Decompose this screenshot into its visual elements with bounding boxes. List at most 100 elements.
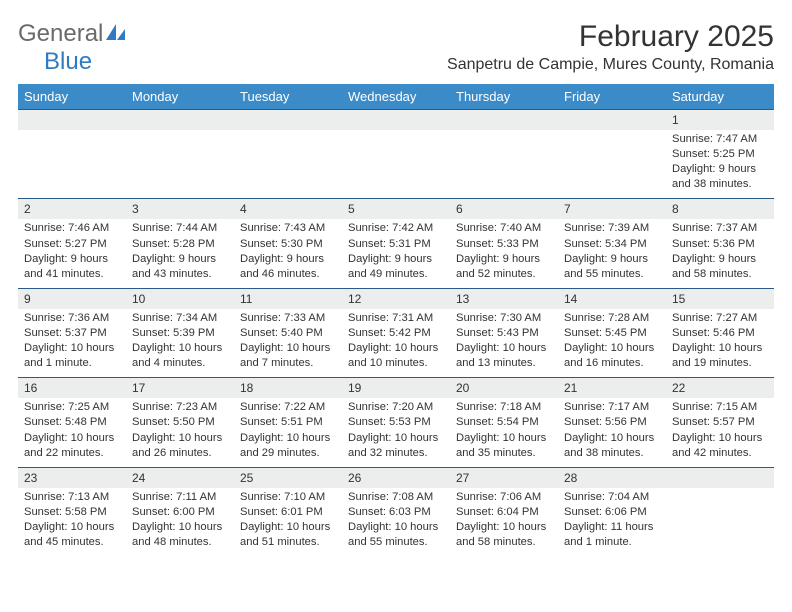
day-number: 27 xyxy=(450,468,558,488)
day-data: Sunrise: 7:22 AMSunset: 5:51 PMDaylight:… xyxy=(234,398,342,466)
sunrise-text: Sunrise: 7:37 AM xyxy=(672,221,768,236)
day-data: Sunrise: 7:39 AMSunset: 5:34 PMDaylight:… xyxy=(558,219,666,287)
daylight-text: Daylight: 10 hours and 35 minutes. xyxy=(456,431,552,461)
day-data: Sunrise: 7:08 AMSunset: 6:03 PMDaylight:… xyxy=(342,488,450,556)
calendar-day-cell: 12Sunrise: 7:31 AMSunset: 5:42 PMDayligh… xyxy=(342,288,450,377)
day-data: Sunrise: 7:27 AMSunset: 5:46 PMDaylight:… xyxy=(666,309,774,377)
day-data: Sunrise: 7:23 AMSunset: 5:50 PMDaylight:… xyxy=(126,398,234,466)
calendar-week-row: 23 Sunrise: 7:13 AMSunset: 5:58 PM Dayligh… xyxy=(18,467,774,556)
sunrise-text: Sunrise: 7:43 AM xyxy=(240,221,336,236)
daylight-text: Daylight: 10 hours and 38 minutes. xyxy=(564,431,660,461)
weekday-header: Wednesday xyxy=(342,84,450,110)
day-data: Sunrise: 7:25 AMSunset: 5:48 PMDaylight:… xyxy=(18,398,126,466)
sunset-text: Sunset: 6:04 PM xyxy=(456,505,552,520)
calendar-day-cell xyxy=(450,110,558,199)
day-number: 16 xyxy=(18,378,126,398)
calendar-day-cell: 23Sunrise: 7:13 AMSunset: 5:58 PMDayligh… xyxy=(18,467,126,556)
sunset-text: Sunset: 5:48 PM xyxy=(24,415,120,430)
day-data: Sunrise: 7:43 AMSunset: 5:30 PMDaylight:… xyxy=(234,219,342,287)
calendar-day-cell xyxy=(558,110,666,199)
sunrise-text: Sunrise: 7:17 AM xyxy=(564,400,660,415)
day-data: Sunrise: 7:10 AMSunset: 6:01 PMDaylight:… xyxy=(234,488,342,556)
calendar-day-cell: 11Sunrise: 7:33 AMSunset: 5:40 PMDayligh… xyxy=(234,288,342,377)
sunset-text: Sunset: 5:27 PM xyxy=(24,237,120,252)
sunset-text: Sunset: 5:54 PM xyxy=(456,415,552,430)
header: General Blue February 2025 Sanpetru de C… xyxy=(18,20,774,76)
daylight-text: Daylight: 10 hours and 51 minutes. xyxy=(240,520,336,550)
day-number xyxy=(666,468,774,488)
page-subtitle: Sanpetru de Campie, Mures County, Romani… xyxy=(447,56,774,74)
day-number: 10 xyxy=(126,289,234,309)
day-number xyxy=(342,110,450,130)
sunrise-text: Sunrise: 7:13 AM xyxy=(24,490,120,505)
sunset-text: Sunset: 5:42 PM xyxy=(348,326,444,341)
sunset-text: Sunset: 5:56 PM xyxy=(564,415,660,430)
weekday-header-row: Sunday Monday Tuesday Wednesday Thursday… xyxy=(18,84,774,110)
calendar-day-cell xyxy=(18,110,126,199)
daylight-text: Daylight: 11 hours and 1 minute. xyxy=(564,520,660,550)
day-data: Sunrise: 7:18 AMSunset: 5:54 PMDaylight:… xyxy=(450,398,558,466)
day-number xyxy=(234,110,342,130)
daylight-text: Daylight: 10 hours and 26 minutes. xyxy=(132,431,228,461)
day-number: 8 xyxy=(666,199,774,219)
day-data: Sunrise: 7:11 AMSunset: 6:00 PMDaylight:… xyxy=(126,488,234,556)
calendar-day-cell: 18Sunrise: 7:22 AMSunset: 5:51 PMDayligh… xyxy=(234,378,342,467)
sunset-text: Sunset: 5:39 PM xyxy=(132,326,228,341)
day-data: Sunrise: 7:30 AMSunset: 5:43 PMDaylight:… xyxy=(450,309,558,377)
day-number: 4 xyxy=(234,199,342,219)
day-number: 21 xyxy=(558,378,666,398)
sunset-text: Sunset: 5:46 PM xyxy=(672,326,768,341)
sunset-text: Sunset: 6:01 PM xyxy=(240,505,336,520)
calendar-day-cell: 27Sunrise: 7:06 AMSunset: 6:04 PMDayligh… xyxy=(450,467,558,556)
calendar-day-cell: 21 Sunrise: 7:17 AMSunset: 5:56 PMDayligh… xyxy=(558,378,666,467)
day-data xyxy=(666,488,774,550)
sunrise-text: Sunrise: 7:40 AM xyxy=(456,221,552,236)
page-title: February 2025 xyxy=(447,20,774,54)
day-data xyxy=(342,130,450,192)
day-number: 26 xyxy=(342,468,450,488)
day-number xyxy=(558,110,666,130)
sunset-text: Sunset: 5:40 PM xyxy=(240,326,336,341)
sunrise-text: Sunrise: 7:31 AM xyxy=(348,311,444,326)
day-number: 2 xyxy=(18,199,126,219)
daylight-text: Daylight: 10 hours and 29 minutes. xyxy=(240,431,336,461)
day-number: 18 xyxy=(234,378,342,398)
day-data: Sunrise: 7:37 AMSunset: 5:36 PMDaylight:… xyxy=(666,219,774,287)
daylight-text: Daylight: 10 hours and 22 minutes. xyxy=(24,431,120,461)
sunset-text: Sunset: 5:33 PM xyxy=(456,237,552,252)
calendar-day-cell: 1Sunrise: 7:47 AMSunset: 5:25 PMDaylight… xyxy=(666,110,774,199)
sunset-text: Sunset: 5:58 PM xyxy=(24,505,120,520)
daylight-text: Daylight: 10 hours and 58 minutes. xyxy=(456,520,552,550)
calendar-day-cell: 8Sunrise: 7:37 AMSunset: 5:36 PMDaylight… xyxy=(666,199,774,288)
day-data: Sunrise: 7:15 AMSunset: 5:57 PMDaylight:… xyxy=(666,398,774,466)
daylight-text: Daylight: 10 hours and 10 minutes. xyxy=(348,341,444,371)
daylight-text: Daylight: 10 hours and 48 minutes. xyxy=(132,520,228,550)
calendar-day-cell: 15Sunrise: 7:27 AMSunset: 5:46 PMDayligh… xyxy=(666,288,774,377)
sunset-text: Sunset: 6:06 PM xyxy=(564,505,660,520)
sunset-text: Sunset: 5:45 PM xyxy=(564,326,660,341)
day-number xyxy=(450,110,558,130)
sunrise-text: Sunrise: 7:42 AM xyxy=(348,221,444,236)
weekday-header: Saturday xyxy=(666,84,774,110)
calendar-day-cell xyxy=(234,110,342,199)
day-number xyxy=(126,110,234,130)
calendar-day-cell: 20Sunrise: 7:18 AMSunset: 5:54 PMDayligh… xyxy=(450,378,558,467)
day-data: Sunrise: 7:06 AMSunset: 6:04 PMDaylight:… xyxy=(450,488,558,556)
day-data: Sunrise: 7:47 AMSunset: 5:25 PMDaylight:… xyxy=(666,130,774,198)
day-data: Sunrise: 7:04 AMSunset: 6:06 PMDaylight:… xyxy=(558,488,666,556)
sunset-text: Sunset: 6:03 PM xyxy=(348,505,444,520)
sunrise-text: Sunrise: 7:28 AM xyxy=(564,311,660,326)
sunrise-text: Sunrise: 7:25 AM xyxy=(24,400,120,415)
day-number: 23 xyxy=(18,468,126,488)
sunset-text: Sunset: 5:25 PM xyxy=(672,147,768,162)
calendar-day-cell: 4Sunrise: 7:43 AMSunset: 5:30 PMDaylight… xyxy=(234,199,342,288)
calendar-day-cell: 19Sunrise: 7:20 AMSunset: 5:53 PMDayligh… xyxy=(342,378,450,467)
sunrise-text: Sunrise: 7:18 AM xyxy=(456,400,552,415)
sunrise-text: Sunrise: 7:27 AM xyxy=(672,311,768,326)
daylight-text: Daylight: 10 hours and 42 minutes. xyxy=(672,431,768,461)
day-number: 7 xyxy=(558,199,666,219)
weekday-header: Thursday xyxy=(450,84,558,110)
day-data: Sunrise: 7:36 AMSunset: 5:37 PMDaylight:… xyxy=(18,309,126,377)
weekday-header: Tuesday xyxy=(234,84,342,110)
sunrise-text: Sunrise: 7:10 AM xyxy=(240,490,336,505)
